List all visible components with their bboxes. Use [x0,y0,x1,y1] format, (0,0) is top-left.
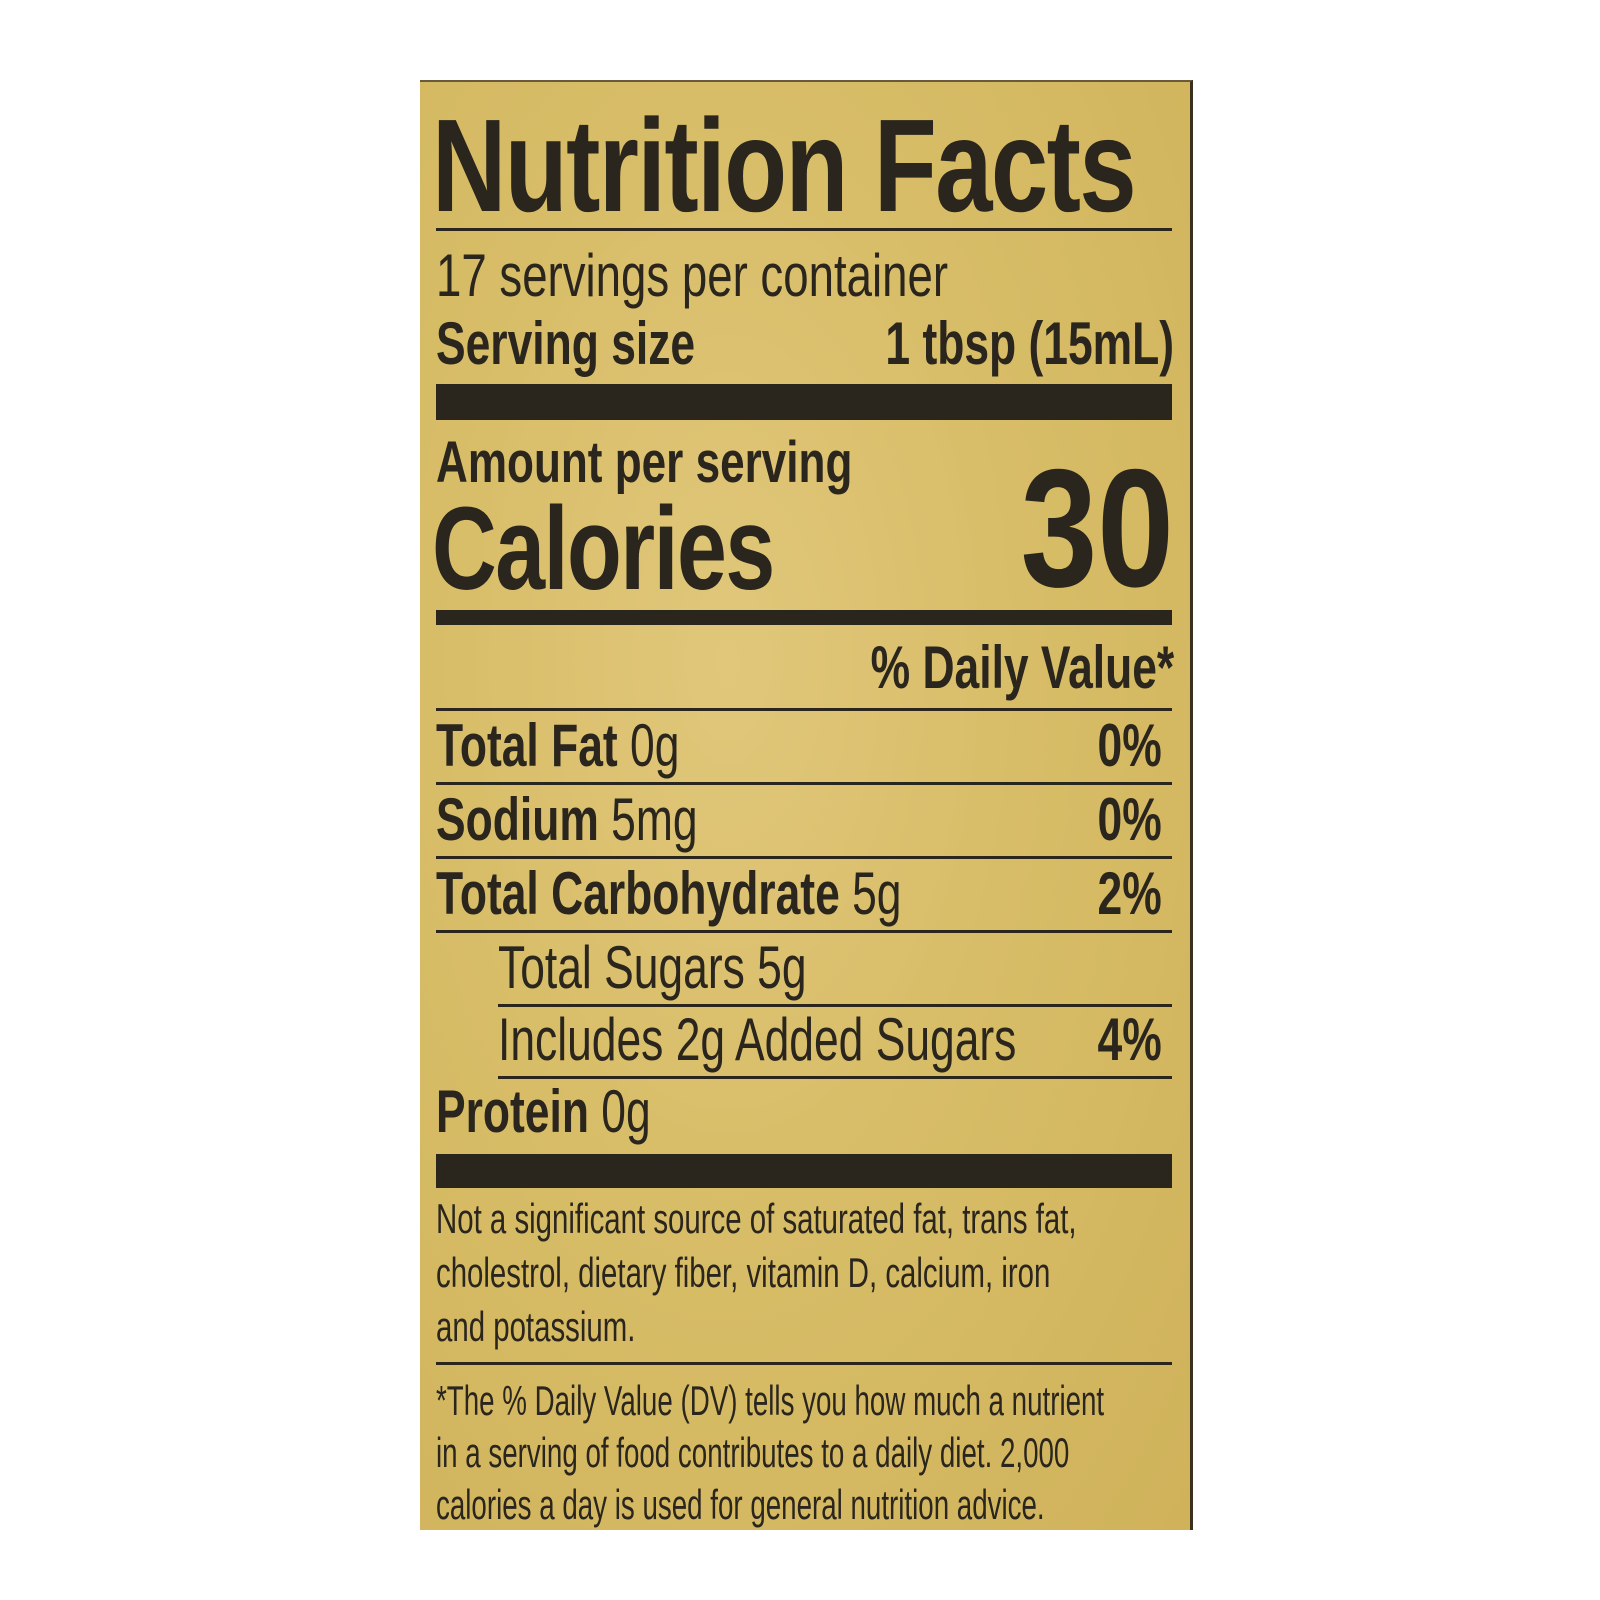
nutrient-amount: 0g [630,712,680,779]
nutrient-row-total-sugars: Total Sugars 5g [498,934,807,1001]
not-significant-line: cholestrol, dietary fiber, vitamin D, ca… [436,1249,1051,1296]
nutrient-dv: 0% [1097,712,1162,779]
footnote-line: calories a day is used for general nutri… [436,1481,1045,1528]
calories-label: Calories [432,483,775,615]
servings-per-container: 17 servings per container [436,242,949,309]
thick-divider [436,384,1172,420]
nutrient-dv: 4% [1097,1006,1162,1073]
nutrient-amount: 5g [852,860,902,927]
nutrient-row-added-sugars: Includes 2g Added Sugars [498,1006,1017,1073]
amount-per-serving: Amount per serving [436,430,853,495]
calories-value: 30 [1020,434,1174,622]
divider [498,1076,1172,1079]
serving-size-label: Serving size [436,310,696,377]
nutrition-facts-label: Nutrition Facts 17 servings per containe… [420,80,1193,1530]
nutrient-dv: 2% [1097,860,1162,927]
nutrient-name: Protein [436,1078,589,1145]
thick-divider [436,1154,1172,1188]
nutrient-row-total-fat: Total Fat 0g [436,716,679,776]
nutrient-name: Total Fat [436,712,618,779]
divider [436,930,1172,933]
nutrient-row-total-carbohydrate: Total Carbohydrate 5g [436,864,901,924]
nutrient-row-sodium: Sodium 5mg [436,790,698,850]
footnote-line: *The % Daily Value (DV) tells you how mu… [436,1377,1105,1424]
daily-value-header: % Daily Value* [870,634,1174,701]
serving-size-value: 1 tbsp (15mL) [885,310,1174,377]
nutrient-name: Total Carbohydrate [436,860,840,927]
divider [498,1004,1172,1007]
divider [436,708,1172,711]
divider [436,1362,1172,1365]
divider [436,856,1172,859]
nutrient-row-protein: Protein 0g [436,1082,651,1142]
nutrient-dv: 0% [1097,786,1162,853]
divider [436,782,1172,785]
not-significant-line: Not a significant source of saturated fa… [436,1195,1077,1242]
nutrient-amount: 5mg [611,786,698,853]
divider [436,228,1172,231]
medium-divider [436,610,1172,625]
nutrient-amount: 0g [601,1078,651,1145]
label-title: Nutrition Facts [432,92,1137,239]
footnote-line: in a serving of food contributes to a da… [436,1429,1070,1476]
not-significant-line: and potassium. [436,1303,636,1350]
nutrient-name: Sodium [436,786,599,853]
